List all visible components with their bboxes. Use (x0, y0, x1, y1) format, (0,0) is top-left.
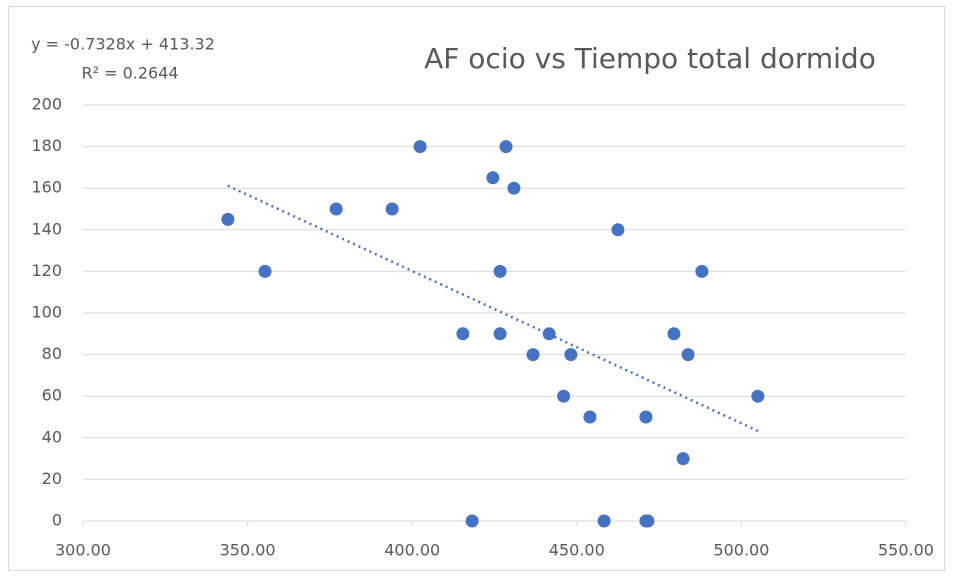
scatter-point (681, 348, 695, 362)
scatter-point (499, 140, 513, 154)
y-tick-label: 160 (31, 178, 62, 197)
x-tick-label: 400.00 (384, 541, 440, 560)
chart-border (8, 6, 945, 571)
y-tick-label: 40 (42, 427, 62, 446)
y-tick-label: 0 (52, 511, 62, 530)
x-tick-label: 450.00 (549, 541, 605, 560)
scatter-point (486, 171, 500, 185)
trendline (227, 184, 759, 433)
scatter-point (456, 327, 470, 341)
scatter-point (493, 327, 507, 341)
scatter-point (493, 264, 507, 278)
scatter-point (557, 389, 571, 403)
y-tick-label: 20 (42, 469, 62, 488)
scatter-point (542, 327, 556, 341)
scatter-point (597, 514, 611, 528)
scatter-point (564, 348, 578, 362)
scatter-point (676, 452, 690, 466)
y-tick-label: 60 (42, 386, 62, 405)
scatter-point (751, 389, 765, 403)
scatter-point (385, 202, 399, 216)
scatter-point (611, 223, 625, 237)
y-tick-label: 140 (31, 219, 62, 238)
trend-equation: y = -0.7328x + 413.32 (31, 35, 215, 54)
scatter-point (258, 264, 272, 278)
scatter-point (641, 514, 655, 528)
x-tick-label: 500.00 (713, 541, 769, 560)
y-tick-label: 200 (31, 95, 62, 114)
scatter-point (221, 212, 235, 226)
scatter-point (526, 348, 540, 362)
scatter-point (695, 264, 709, 278)
y-tick-label: 100 (31, 303, 62, 322)
x-tick-label: 350.00 (220, 541, 276, 560)
trend-r2: R² = 0.2644 (81, 64, 178, 83)
y-tick-label: 80 (42, 344, 62, 363)
scatter-point (583, 410, 597, 424)
scatter-point (329, 202, 343, 216)
chart-title: AF ocio vs Tiempo total dormido (424, 42, 876, 75)
scatter-point (639, 410, 653, 424)
y-tick-label: 180 (31, 136, 62, 155)
scatter-point (507, 181, 521, 195)
y-tick-label: 120 (31, 261, 62, 280)
x-tick-label: 300.00 (55, 541, 111, 560)
scatter-point (465, 514, 479, 528)
scatter-point (413, 140, 427, 154)
scatter-point (667, 327, 681, 341)
x-tick-label: 550.00 (878, 541, 934, 560)
